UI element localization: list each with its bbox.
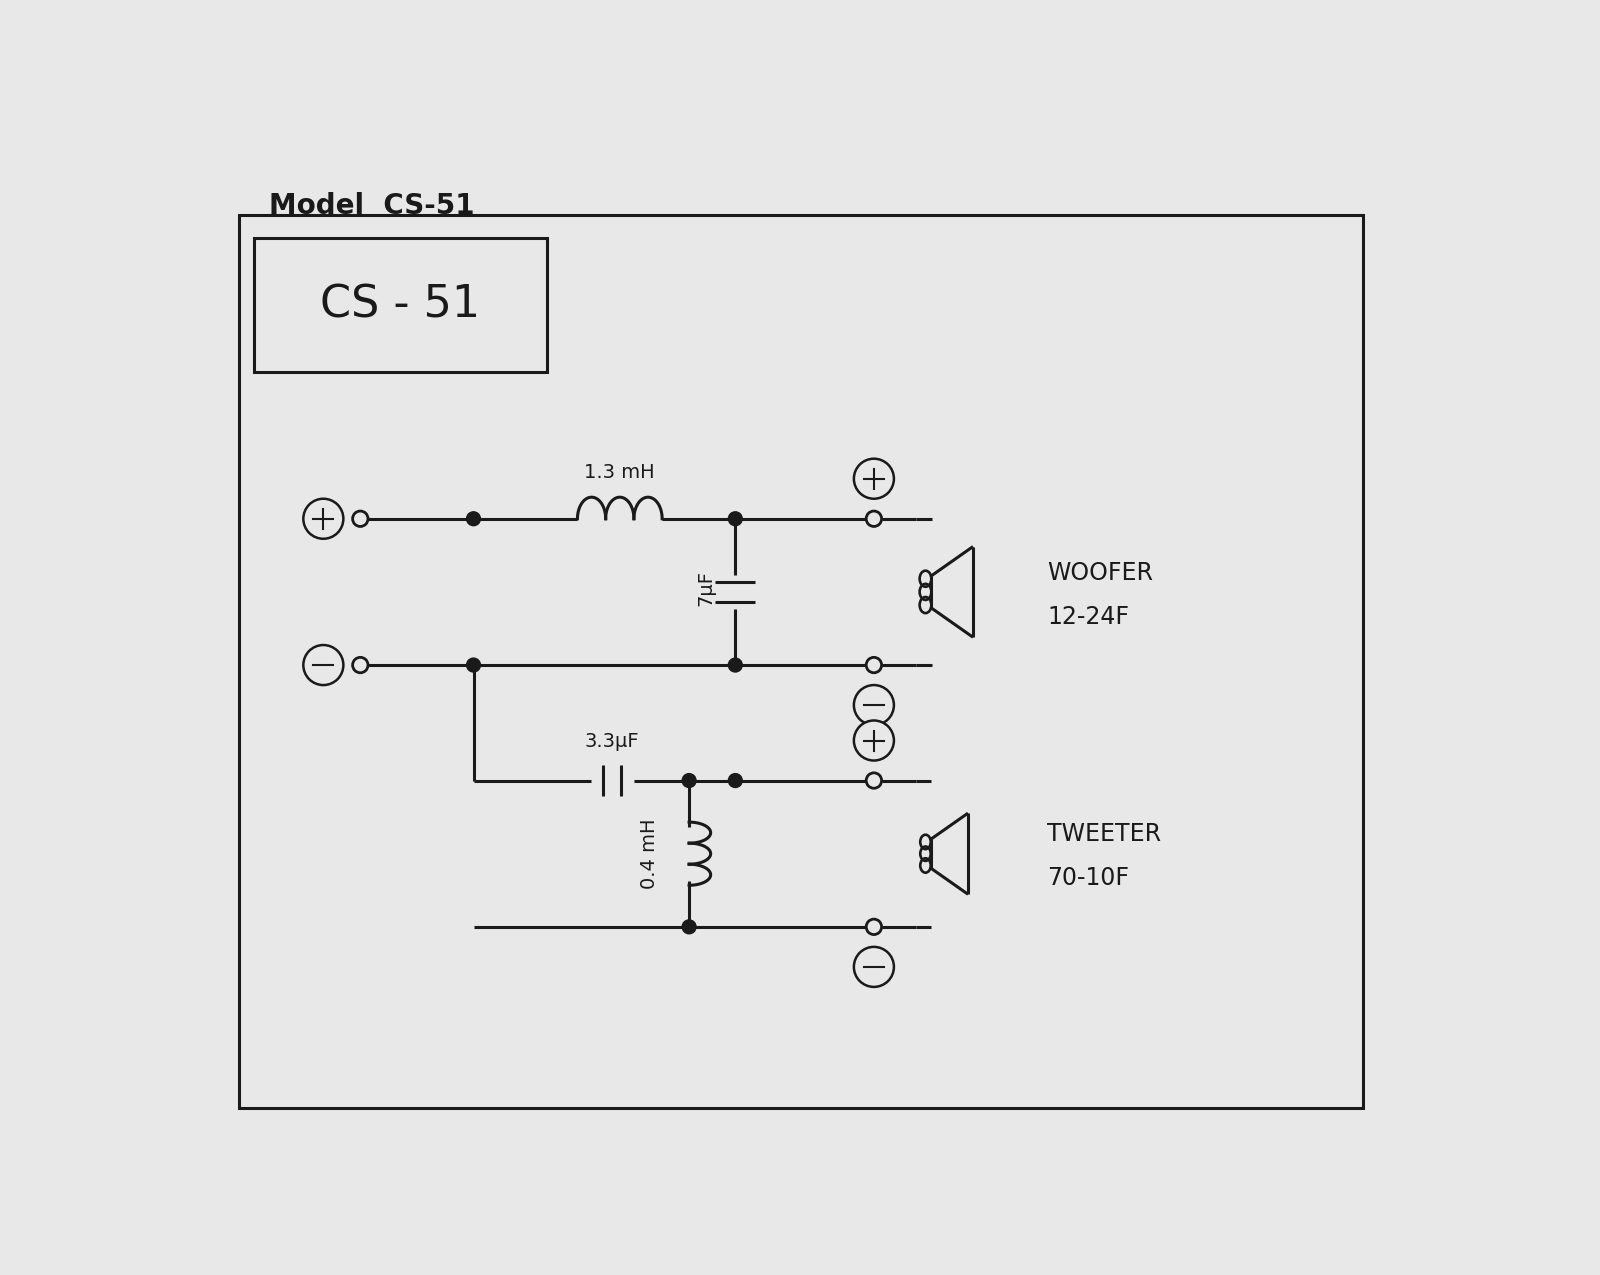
Text: 12-24F: 12-24F [1046,604,1130,629]
Text: 70-10F: 70-10F [1046,866,1130,890]
Text: WOOFER: WOOFER [1046,561,1154,585]
Circle shape [854,947,894,987]
Circle shape [866,511,882,527]
Circle shape [728,774,742,788]
Circle shape [728,658,742,672]
Circle shape [304,499,344,539]
Circle shape [467,511,480,525]
Text: Model  CS-51: Model CS-51 [269,191,475,219]
Circle shape [866,919,882,935]
Text: CS - 51: CS - 51 [320,283,480,326]
Text: 3.3μF: 3.3μF [584,732,640,751]
Circle shape [866,658,882,673]
Circle shape [682,774,696,788]
Circle shape [728,511,742,525]
Circle shape [854,459,894,499]
Circle shape [352,511,368,527]
Circle shape [304,645,344,685]
Text: TWEETER: TWEETER [1046,822,1162,847]
Text: 0.4 mH: 0.4 mH [640,819,659,889]
Circle shape [854,720,894,760]
Circle shape [854,685,894,725]
Circle shape [682,921,696,933]
Text: 7μF: 7μF [696,570,715,606]
Circle shape [467,658,480,672]
Text: 1.3 mH: 1.3 mH [584,463,654,482]
Bar [254,237,547,372]
Circle shape [352,658,368,673]
Circle shape [866,773,882,788]
